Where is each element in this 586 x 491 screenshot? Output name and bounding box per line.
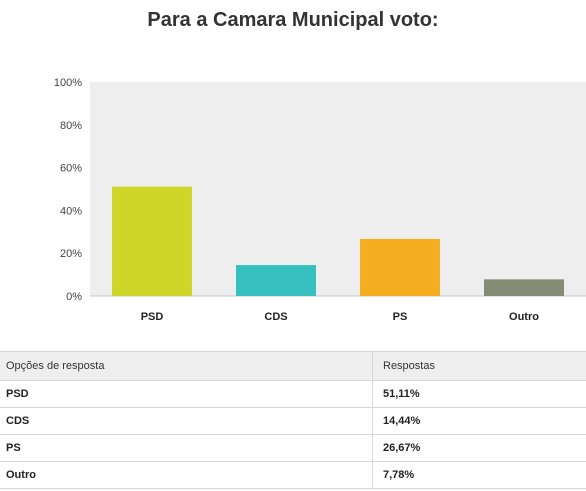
row-option: PSD: [0, 380, 373, 408]
results-table: Opções de resposta Respostas PSD 51,11% …: [0, 351, 586, 489]
table-row: PSD 51,11%: [0, 380, 586, 408]
table-row: Outro 7,78%: [0, 461, 586, 489]
y-tick-label: 20%: [60, 248, 82, 260]
bar-cds: [236, 265, 316, 296]
x-tick-label: CDS: [264, 311, 287, 323]
bar-psd: [112, 186, 192, 296]
table-header-row: Opções de resposta Respostas: [0, 351, 586, 381]
y-tick-label: 0%: [66, 291, 82, 303]
y-tick-label: 80%: [60, 120, 82, 132]
bar-ps: [360, 238, 440, 296]
row-option: PS: [0, 434, 373, 462]
header-options: Opções de resposta: [0, 351, 373, 381]
bar-outro: [484, 279, 564, 296]
row-response: 51,11%: [372, 380, 586, 408]
row-response: 14,44%: [372, 407, 586, 435]
chart-title: Para a Camara Municipal voto:: [147, 9, 439, 31]
row-response: 26,67%: [372, 434, 586, 462]
x-tick-label: PSD: [141, 311, 164, 323]
table-row: PS 26,67%: [0, 434, 586, 462]
header-responses: Respostas: [372, 351, 586, 381]
y-tick-label: 100%: [54, 77, 82, 89]
row-option: CDS: [0, 407, 373, 435]
bar-chart: 0% 20% 40% 60% 80% 100% PSD CDS PS Outro: [54, 77, 586, 323]
row-response: 7,78%: [372, 461, 586, 489]
row-option: Outro: [0, 461, 373, 489]
y-tick-label: 40%: [60, 205, 82, 217]
y-tick-label: 60%: [60, 163, 82, 175]
x-tick-label: Outro: [509, 311, 539, 323]
x-tick-label: PS: [393, 311, 408, 323]
table-row: CDS 14,44%: [0, 407, 586, 435]
